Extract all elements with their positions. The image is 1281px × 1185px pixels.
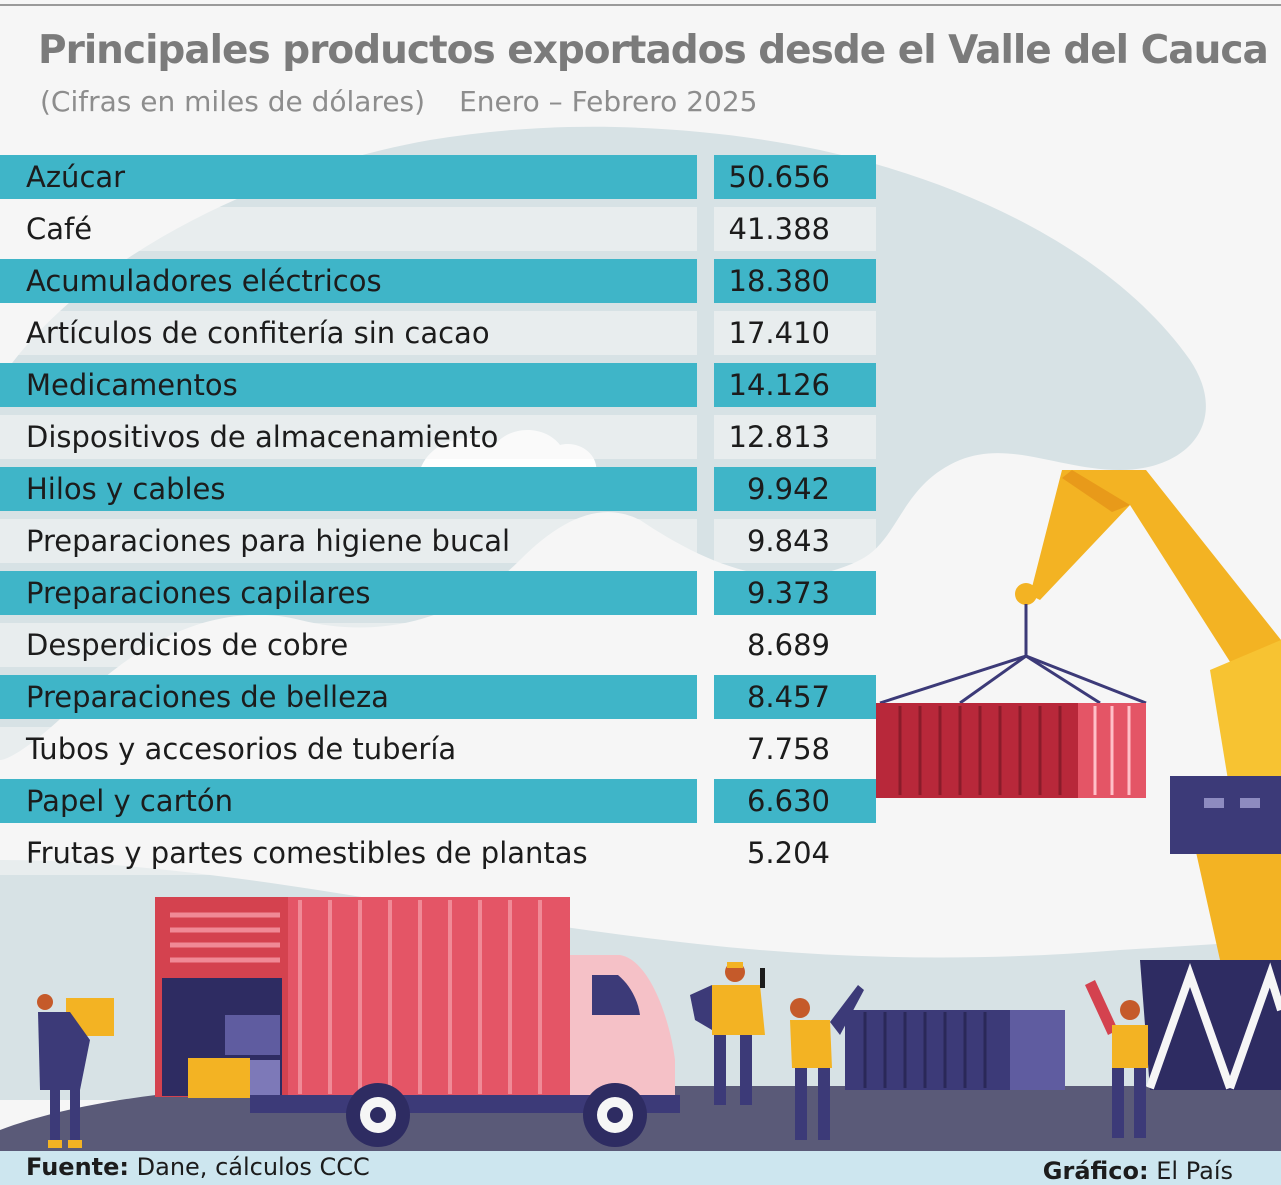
product-name: Hilos y cables <box>0 467 697 511</box>
chart-title: Principales productos exportados desde e… <box>38 28 1269 73</box>
product-name: Dispositivos de almacenamiento <box>0 415 697 459</box>
table-row: Preparaciones para higiene bucal 9.843 <box>0 519 876 571</box>
product-value: 9.373 <box>714 571 876 615</box>
source-label: Fuente: <box>26 1153 129 1181</box>
product-value: 12.813 <box>714 415 876 459</box>
product-value: 41.388 <box>714 207 876 251</box>
product-value: 17.410 <box>714 311 876 355</box>
subtitle-units: (Cifras en miles de dólares) <box>40 85 426 118</box>
table-row: Preparaciones capilares 9.373 <box>0 571 876 623</box>
product-value: 7.758 <box>714 727 876 771</box>
table-row: Acumuladores eléctricos 18.380 <box>0 259 876 311</box>
table-row: Café 41.388 <box>0 207 876 259</box>
product-name: Preparaciones de belleza <box>0 675 697 719</box>
product-name: Frutas y partes comestibles de plantas <box>0 831 697 875</box>
table-row: Tubos y accesorios de tubería 7.758 <box>0 727 876 779</box>
table-row: Medicamentos 14.126 <box>0 363 876 415</box>
product-value: 14.126 <box>714 363 876 407</box>
worker-pointing-icon <box>1085 980 1148 1138</box>
product-name: Azúcar <box>0 155 697 199</box>
product-value: 18.380 <box>714 259 876 303</box>
ground-container-icon <box>845 1010 1065 1090</box>
product-value: 9.843 <box>714 519 876 563</box>
product-name: Papel y cartón <box>0 779 697 823</box>
exports-table: Azúcar 50.656 Café 41.388 Acumuladores elé… <box>0 155 876 883</box>
product-value: 50.656 <box>714 155 876 199</box>
product-name: Acumuladores eléctricos <box>0 259 697 303</box>
source-value: Dane, cálculos CCC <box>136 1153 370 1181</box>
product-name: Medicamentos <box>0 363 697 407</box>
credit-label: Gráfico: <box>1042 1157 1149 1185</box>
truck-icon <box>155 897 680 1147</box>
chart-subtitle: (Cifras en miles de dólares) Enero – Febr… <box>40 85 757 118</box>
product-value: 8.457 <box>714 675 876 719</box>
worker-radio-icon <box>690 962 765 1105</box>
credit-value: El País <box>1156 1157 1233 1185</box>
product-name: Preparaciones capilares <box>0 571 697 615</box>
product-name: Preparaciones para higiene bucal <box>0 519 697 563</box>
table-row: Preparaciones de belleza 8.457 <box>0 675 876 727</box>
product-value: 6.630 <box>714 779 876 823</box>
product-name: Tubos y accesorios de tubería <box>0 727 697 771</box>
subtitle-period: Enero – Febrero 2025 <box>459 85 758 118</box>
product-name: Artículos de confitería sin cacao <box>0 311 697 355</box>
worker-carrying-box-icon <box>37 994 114 1148</box>
hanging-container-icon <box>876 703 1146 798</box>
source-note: Fuente: Dane, cálculos CCC <box>26 1153 370 1181</box>
product-name: Café <box>0 207 697 251</box>
footer: Fuente: Dane, cálculos CCC Gráfico: El P… <box>0 1151 1281 1185</box>
table-row: Frutas y partes comestibles de plantas 5.… <box>0 831 876 883</box>
product-value: 9.942 <box>714 467 876 511</box>
top-rule <box>0 4 1281 6</box>
product-value: 8.689 <box>714 623 876 667</box>
table-row: Dispositivos de almacenamiento 12.813 <box>0 415 876 467</box>
product-name: Desperdicios de cobre <box>0 623 697 667</box>
table-row: Desperdicios de cobre 8.689 <box>0 623 876 675</box>
table-row: Hilos y cables 9.942 <box>0 467 876 519</box>
worker-signaling-icon <box>790 985 864 1140</box>
table-row: Artículos de confitería sin cacao 17.410 <box>0 311 876 363</box>
crane-icon <box>879 470 1281 1090</box>
credit-note: Gráfico: El País <box>1043 1157 1233 1185</box>
table-row: Papel y cartón 6.630 <box>0 779 876 831</box>
product-value: 5.204 <box>714 831 876 875</box>
table-row: Azúcar 50.656 <box>0 155 876 207</box>
